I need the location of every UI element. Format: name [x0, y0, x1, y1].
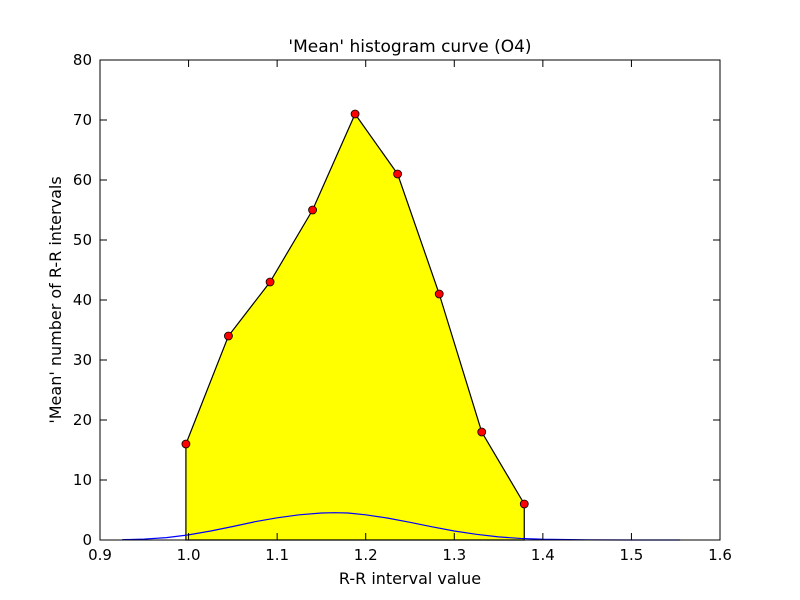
gaussian-curve-line: [122, 512, 681, 541]
data-point-marker: [265, 277, 275, 287]
y-axis-title: 'Mean' number of R-R intervals: [46, 176, 65, 423]
data-point-marker: [434, 289, 444, 299]
x-tick-label: 1.5: [619, 546, 643, 564]
data-point-marker: [519, 499, 529, 509]
plot-area: 0.9 1.0 1.1 1.2 1.3 1.4 1.5 1.6 0 10 20 30 40 50 60 70 8…: [73, 51, 732, 564]
x-tick-label: 1.6: [708, 546, 732, 564]
x-tick-label: 1.0: [177, 546, 201, 564]
y-tick-label: 0: [82, 531, 92, 549]
y-tick-label: 30: [73, 351, 92, 369]
y-tick-label: 40: [73, 291, 92, 309]
chart-title: 'Mean' histogram curve (O4): [288, 37, 531, 57]
x-tick-label: 0.9: [88, 546, 112, 564]
x-tick-label: 1.3: [442, 546, 466, 564]
x-tick-label: 1.1: [265, 546, 289, 564]
y-tick-label: 20: [73, 411, 92, 429]
x-tick-label: 1.4: [531, 546, 555, 564]
data-point-marker: [477, 427, 487, 437]
x-tick-label: 1.2: [354, 546, 378, 564]
data-point-marker: [181, 439, 191, 449]
data-point-marker: [224, 331, 233, 341]
y-tick-label: 60: [73, 171, 92, 189]
data-point-marker: [308, 205, 317, 215]
y-tick-label: 70: [73, 111, 92, 129]
histogram-area: [185, 112, 525, 541]
data-point-marker: [350, 109, 360, 119]
y-tick-label: 50: [73, 231, 92, 249]
y-tick-label: 10: [73, 471, 92, 489]
data-point-marker: [393, 169, 403, 179]
x-axis-title: R-R interval value: [339, 569, 481, 588]
y-tick-label: 80: [73, 51, 92, 69]
